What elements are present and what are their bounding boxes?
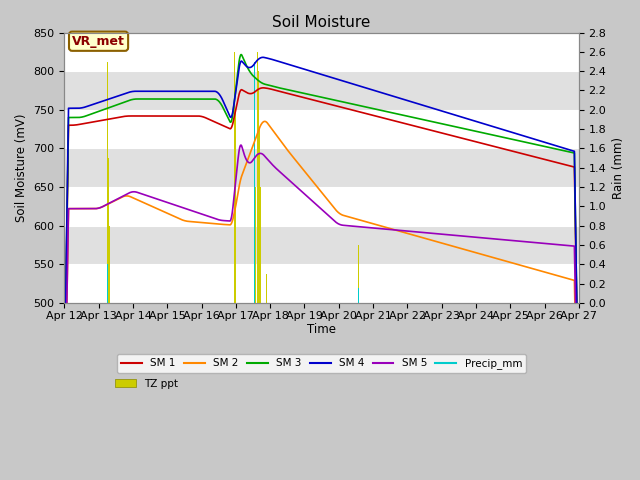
Bar bbox=[258, 71, 259, 303]
Text: VR_met: VR_met bbox=[72, 35, 125, 48]
Title: Soil Moisture: Soil Moisture bbox=[273, 15, 371, 30]
Bar bbox=[65, 71, 579, 110]
Y-axis label: Rain (mm): Rain (mm) bbox=[612, 137, 625, 199]
Y-axis label: Soil Moisture (mV): Soil Moisture (mV) bbox=[15, 113, 28, 222]
Bar bbox=[109, 226, 110, 303]
Bar bbox=[107, 61, 108, 303]
Bar bbox=[264, 264, 266, 303]
Bar bbox=[255, 187, 256, 303]
Bar bbox=[266, 274, 267, 303]
Bar bbox=[259, 129, 260, 303]
Bar bbox=[234, 52, 236, 303]
Bar bbox=[254, 254, 255, 303]
Legend: TZ ppt: TZ ppt bbox=[111, 374, 182, 393]
Bar bbox=[65, 187, 579, 226]
Bar bbox=[358, 245, 359, 303]
Bar bbox=[65, 148, 579, 187]
Bar bbox=[65, 264, 579, 303]
X-axis label: Time: Time bbox=[307, 324, 336, 336]
Bar bbox=[108, 158, 109, 303]
Bar bbox=[260, 187, 261, 303]
Bar bbox=[65, 110, 579, 148]
Bar bbox=[65, 226, 579, 264]
Bar bbox=[65, 33, 579, 71]
